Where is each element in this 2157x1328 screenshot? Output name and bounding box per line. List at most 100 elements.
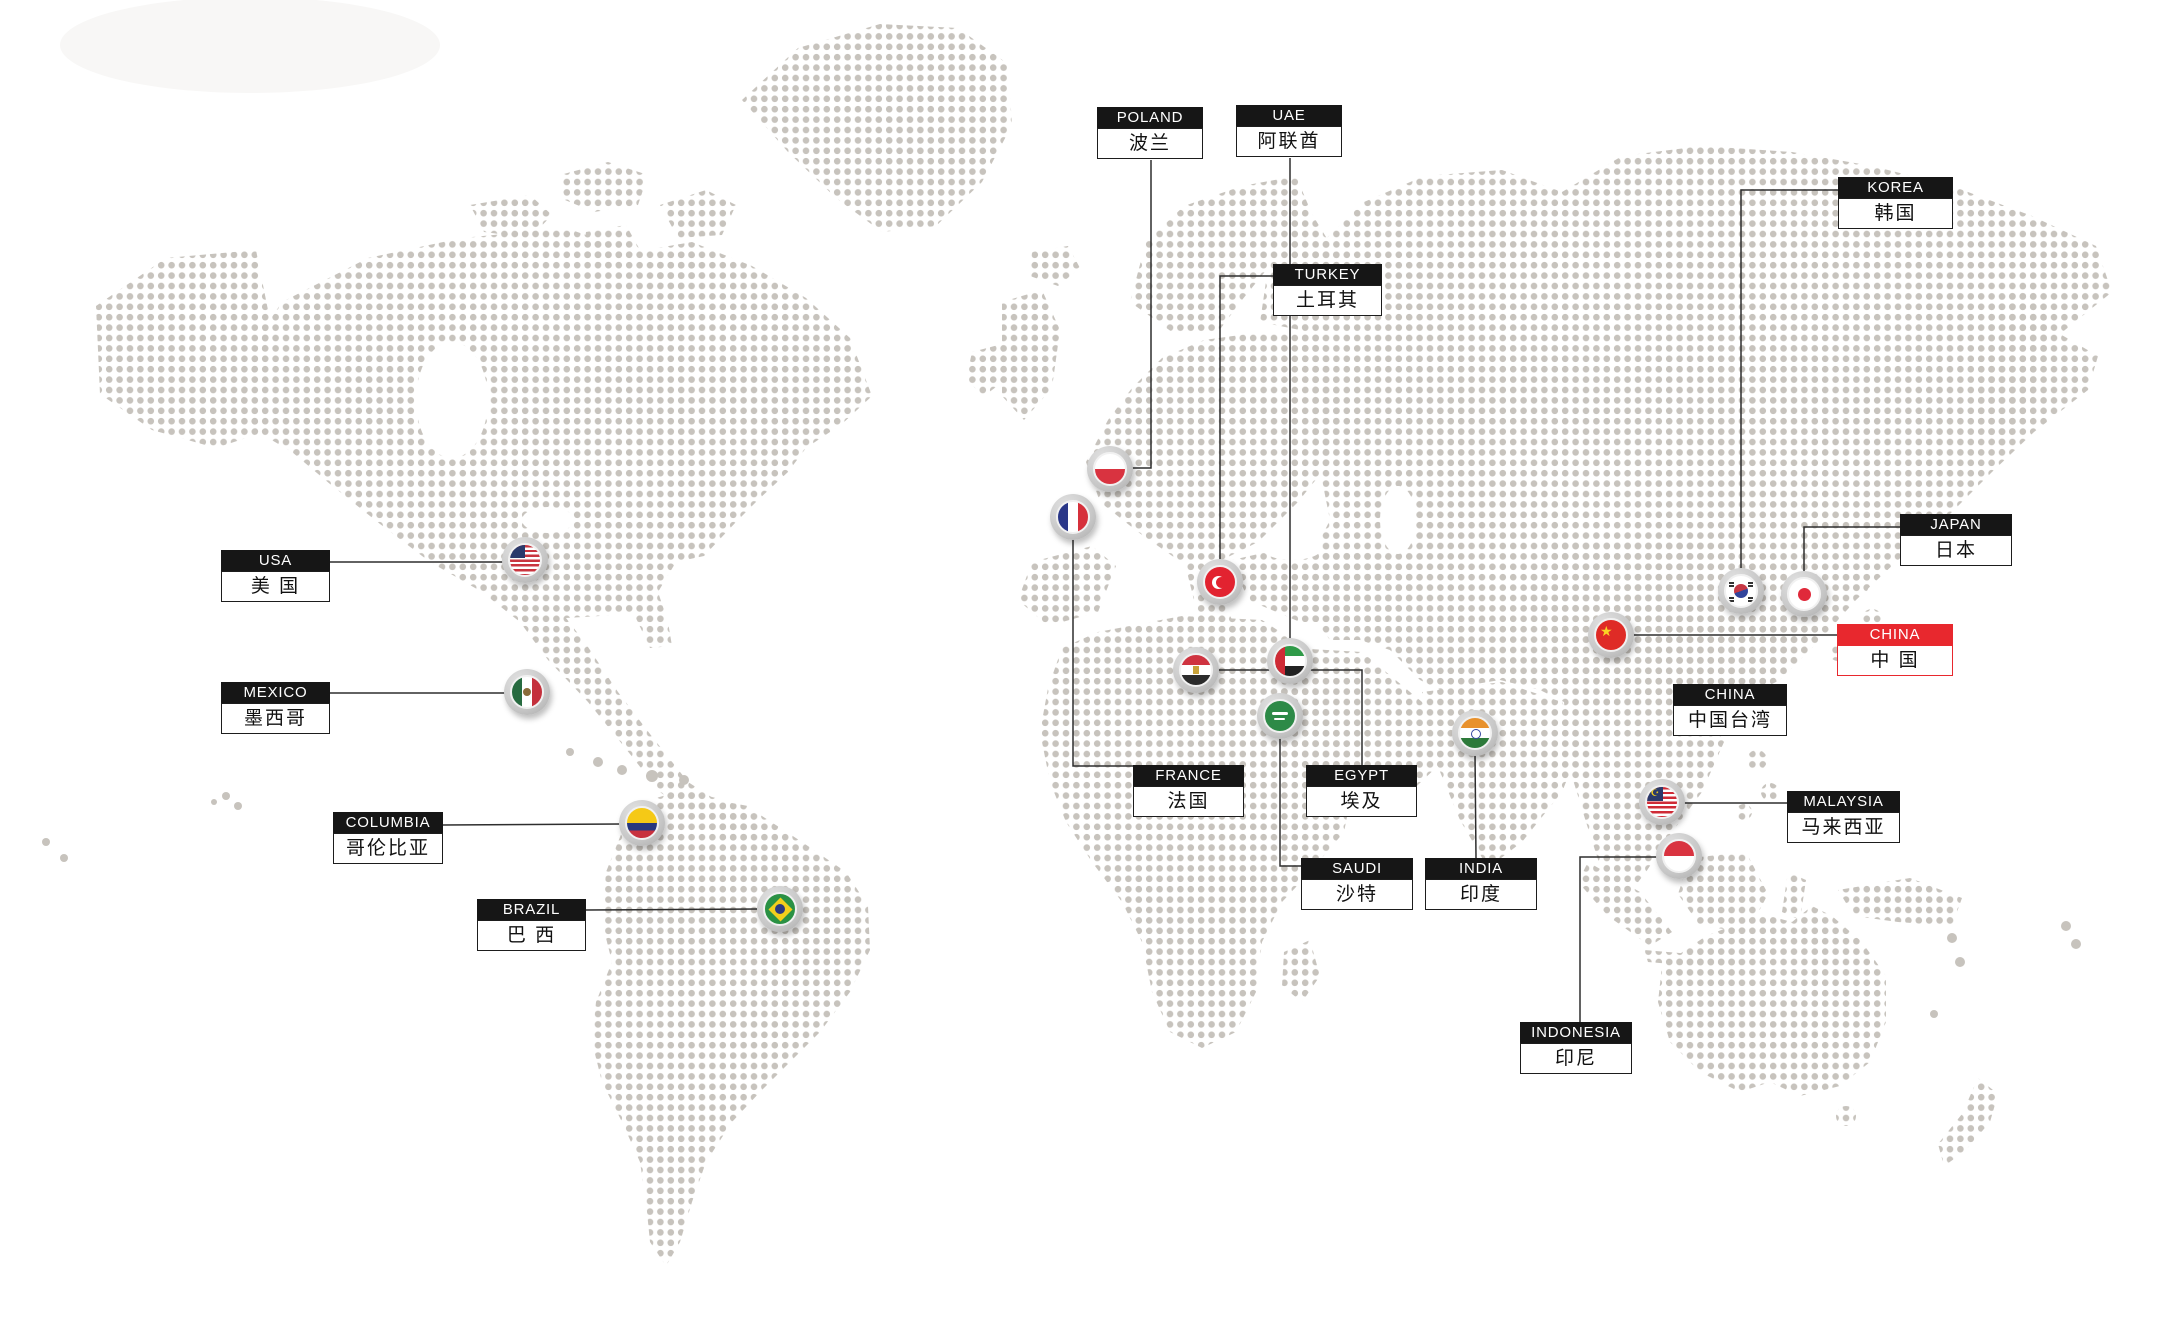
connector-korea — [1740, 189, 1838, 570]
country-label-egypt: EGYPT 埃及 — [1306, 765, 1417, 817]
connector-japan — [1803, 526, 1900, 573]
country-name-en: USA — [221, 550, 330, 571]
country-name-en: EGYPT — [1306, 765, 1417, 786]
country-name-en: COLUMBIA — [333, 812, 443, 833]
country-name-en: KOREA — [1838, 177, 1953, 198]
country-name-zh: 中 国 — [1837, 645, 1953, 676]
country-name-zh: 埃及 — [1306, 786, 1417, 817]
country-name-en: FRANCE — [1133, 765, 1244, 786]
map-pin-columbia[interactable] — [619, 800, 665, 846]
map-pin-india[interactable] — [1452, 710, 1498, 756]
country-name-en: CHINA TAIWAN — [1673, 684, 1787, 724]
map-pin-usa[interactable] — [502, 537, 548, 583]
country-label-columbia: COLUMBIA 哥伦比亚 — [333, 812, 443, 864]
continents — [60, 0, 2112, 1266]
japan-flag-icon — [1787, 577, 1821, 611]
country-name-en: INDIA — [1425, 858, 1537, 879]
egypt-flag-icon — [1179, 653, 1213, 687]
india-flag-icon — [1458, 716, 1492, 750]
country-name-en: CHINA — [1837, 624, 1953, 645]
connector-indonesia — [1579, 856, 1658, 1022]
country-name-zh: 印尼 — [1520, 1043, 1632, 1074]
country-name-zh: 法国 — [1133, 786, 1244, 817]
country-name-zh: 墨西哥 — [221, 703, 330, 734]
country-name-en: SAUDI ARABIA — [1301, 858, 1413, 898]
connector-poland — [1128, 160, 1152, 469]
usa-flag-icon — [508, 543, 542, 577]
france-flag-icon — [1056, 500, 1090, 534]
map-pin-uae[interactable] — [1267, 638, 1313, 684]
map-pin-france[interactable] — [1050, 494, 1096, 540]
map-pin-japan[interactable] — [1781, 571, 1827, 617]
country-name-zh: 哥伦比亚 — [333, 833, 443, 864]
connector-india — [1474, 753, 1477, 859]
map-pin-egypt[interactable] — [1173, 647, 1219, 693]
country-name-zh: 韩国 — [1838, 198, 1953, 229]
country-label-japan: JAPAN 日本 — [1900, 514, 2012, 566]
turkey-flag-icon — [1203, 565, 1237, 599]
country-label-france: FRANCE 法国 — [1133, 765, 1244, 817]
columbia-flag-icon — [625, 806, 659, 840]
country-label-mexico: MEXICO 墨西哥 — [221, 682, 330, 734]
country-name-en: JAPAN — [1900, 514, 2012, 535]
poland-flag-icon — [1093, 452, 1127, 486]
country-name-zh: 阿联酋 — [1236, 126, 1342, 157]
map-pin-brazil[interactable] — [757, 886, 803, 932]
connector-france — [1072, 538, 1133, 767]
map-pin-saudi_arabia[interactable] — [1257, 693, 1303, 739]
connector-brazil — [585, 908, 760, 911]
country-label-china_taiwan: CHINA TAIWAN中国台湾 — [1673, 684, 1787, 736]
country-name-zh: 沙特 — [1301, 879, 1413, 910]
country-label-usa: USA 美 国 — [221, 550, 330, 602]
indonesia-flag-icon — [1662, 839, 1696, 873]
china-flag-icon — [1594, 618, 1628, 652]
country-name-en: INDONESIA — [1520, 1022, 1632, 1043]
country-label-saudi_arabia: SAUDI ARABIA沙特 — [1301, 858, 1413, 910]
connector-saudi_arabia — [1279, 738, 1301, 867]
country-label-china: CHINA 中 国 — [1837, 624, 1953, 676]
connector-turkey — [1219, 275, 1273, 561]
country-name-zh: 日本 — [1900, 535, 2012, 566]
connector-columbia — [442, 823, 622, 826]
map-pin-korea[interactable] — [1718, 568, 1764, 614]
country-name-zh: 土耳其 — [1273, 285, 1382, 316]
country-label-turkey: TURKEY 土耳其 — [1273, 264, 1382, 316]
country-name-en: MALAYSIA — [1787, 791, 1900, 812]
brazil-flag-icon — [763, 892, 797, 926]
country-label-brazil: BRAZIL 巴 西 — [477, 899, 586, 951]
country-name-zh: 马来西亚 — [1787, 812, 1900, 843]
map-pin-turkey[interactable] — [1197, 559, 1243, 605]
country-name-en: MEXICO — [221, 682, 330, 703]
map-pin-indonesia[interactable] — [1656, 833, 1702, 879]
country-name-zh: 中国台湾 — [1673, 705, 1787, 736]
country-label-malaysia: MALAYSIA 马来西亚 — [1787, 791, 1900, 843]
connector-egypt — [1217, 669, 1363, 766]
sea-gaps — [416, 342, 1416, 560]
korea-flag-icon — [1724, 574, 1758, 608]
map-pin-poland[interactable] — [1087, 446, 1133, 492]
country-name-zh: 波兰 — [1097, 128, 1203, 159]
country-label-poland: POLAND 波兰 — [1097, 107, 1203, 159]
country-name-en: TURKEY — [1273, 264, 1382, 285]
country-label-korea: KOREA 韩国 — [1838, 177, 1953, 229]
country-label-india: INDIA 印度 — [1425, 858, 1537, 910]
country-name-zh: 印度 — [1425, 879, 1537, 910]
country-label-uae: UAE 阿联酋 — [1236, 105, 1342, 157]
mexico-flag-icon — [510, 675, 544, 709]
map-pin-china[interactable] — [1588, 612, 1634, 658]
map-pin-mexico[interactable] — [504, 669, 550, 715]
uae-flag-icon — [1273, 644, 1307, 678]
malaysia-flag-icon — [1645, 785, 1679, 819]
saudi_arabia-flag-icon — [1263, 699, 1297, 733]
country-name-zh: 巴 西 — [477, 920, 586, 951]
island-dots — [42, 748, 2081, 1018]
country-name-en: UAE — [1236, 105, 1342, 126]
country-name-en: BRAZIL — [477, 899, 586, 920]
country-label-indonesia: INDONESIA 印尼 — [1520, 1022, 1632, 1074]
country-name-zh: 美 国 — [221, 571, 330, 602]
map-pin-malaysia[interactable] — [1639, 779, 1685, 825]
country-name-en: POLAND — [1097, 107, 1203, 128]
